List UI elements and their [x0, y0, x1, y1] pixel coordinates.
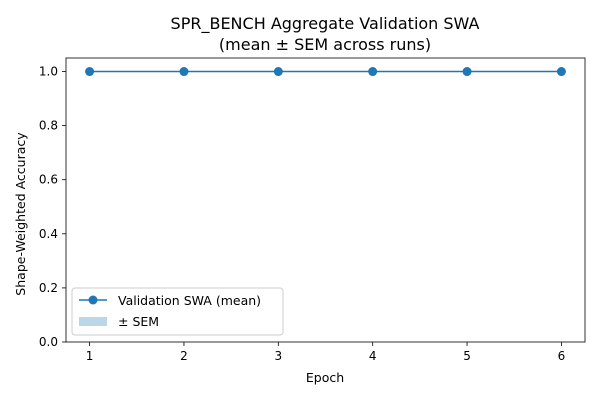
y-tick-label: 0.2: [39, 281, 58, 295]
data-point: [179, 67, 189, 77]
x-axis-ticks: 1 2 3 4 5 6: [86, 342, 565, 363]
y-axis-ticks: 0.0 0.2 0.4 0.6 0.8 1.0: [39, 65, 66, 349]
y-tick-label: 0.4: [39, 227, 58, 241]
data-point: [368, 67, 378, 77]
x-tick-label: 2: [180, 349, 188, 363]
legend-band-swatch: [79, 317, 107, 326]
y-axis-label: Shape-Weighted Accuracy: [13, 132, 28, 296]
y-tick-label: 0.6: [39, 173, 58, 187]
plot-area: 1 2 3 4 5 6 0.0 0.2 0.4 0.6 0.8 1.0: [39, 57, 586, 363]
data-point: [85, 67, 95, 77]
legend-entry-mean: Validation SWA (mean): [118, 293, 261, 308]
plot-frame: [65, 57, 586, 343]
x-tick-label: 1: [86, 349, 94, 363]
y-tick-label: 0.0: [39, 335, 58, 349]
data-point: [462, 67, 472, 77]
x-tick-label: 6: [558, 349, 566, 363]
chart-title: SPR_BENCH Aggregate Validation SWA: [171, 14, 480, 34]
legend-marker-swatch: [88, 295, 98, 305]
data-point: [556, 67, 566, 77]
x-axis-label: Epoch: [306, 370, 344, 385]
series-point-layer: [85, 67, 566, 77]
legend: Validation SWA (mean) ± SEM: [71, 287, 284, 336]
legend-entry-sem: ± SEM: [118, 314, 159, 329]
x-tick-label: 4: [369, 349, 377, 363]
y-tick-label: 0.8: [39, 119, 58, 133]
data-point: [273, 67, 283, 77]
x-tick-label: 3: [274, 349, 282, 363]
chart-subtitle: (mean ± SEM across runs): [219, 35, 431, 54]
y-tick-label: 1.0: [39, 65, 58, 79]
legend-box: [71, 287, 284, 336]
x-tick-label: 5: [463, 349, 471, 363]
